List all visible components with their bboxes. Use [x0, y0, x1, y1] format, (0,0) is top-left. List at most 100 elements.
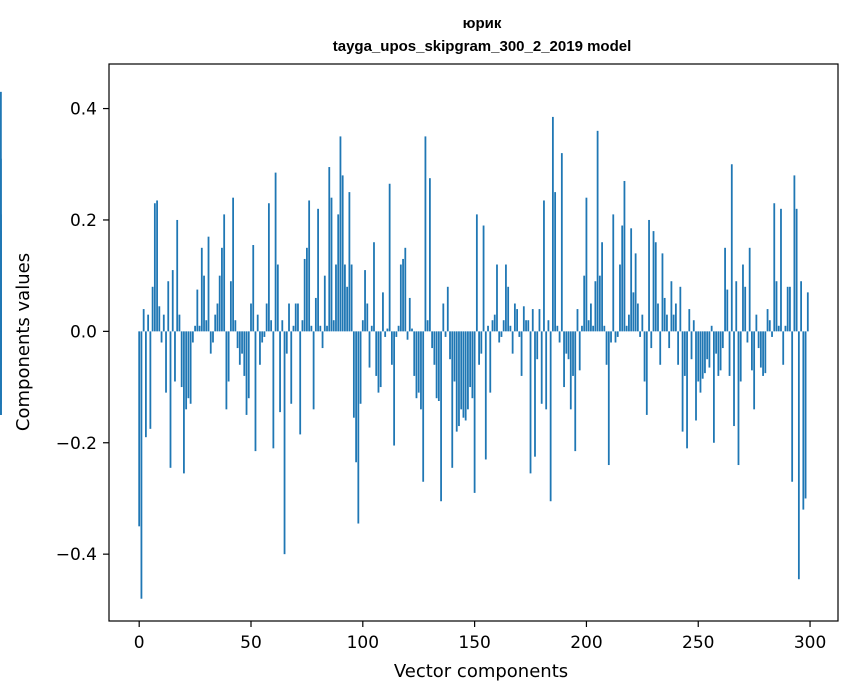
bar-220: [630, 228, 633, 332]
bar-59: [270, 320, 273, 332]
bar-224: [639, 331, 641, 337]
bar-168: [513, 303, 516, 332]
x-tick-label: 100: [347, 633, 379, 653]
bar-175: [529, 331, 532, 474]
bar-165: [507, 286, 510, 332]
bar-95: [350, 264, 353, 332]
bar-139: [449, 331, 451, 360]
bar-5: [149, 331, 152, 429]
bar-124: [415, 331, 418, 399]
x-tick-label: 200: [570, 633, 602, 653]
x-tick-label: 150: [458, 633, 490, 653]
bar-182: [545, 331, 548, 410]
bar-205: [596, 130, 599, 332]
bar-96: [352, 331, 355, 418]
bar-293: [793, 175, 796, 332]
bar-111: [386, 328, 389, 332]
bar-47: [243, 331, 246, 376]
bar-53: [256, 314, 259, 332]
bar-143: [458, 331, 460, 427]
x-axis-label: Vector components: [394, 661, 568, 682]
bar-197: [578, 331, 581, 371]
bar-294: [795, 208, 798, 332]
bar-192: [567, 331, 570, 360]
bar-91: [341, 175, 344, 332]
bar-263: [726, 289, 729, 332]
bar-287: [780, 208, 782, 332]
chart-title: юрик: [463, 15, 502, 32]
bar-55: [261, 331, 264, 343]
bar-235: [663, 297, 666, 332]
bar-229: [650, 331, 653, 349]
bar-2: [142, 309, 145, 332]
bar-200: [585, 197, 588, 332]
bar-212: [612, 214, 615, 332]
bar-48: [245, 331, 248, 415]
bar-225: [641, 314, 644, 332]
plot-frame: [108, 63, 839, 622]
bars-group: [0, 91, 809, 599]
bar-24: [191, 331, 194, 343]
bar-177: [534, 331, 536, 457]
bar-6: [151, 286, 154, 332]
bar-113: [390, 331, 393, 365]
bar-208: [603, 325, 606, 332]
bar-38: [223, 214, 226, 332]
bar-279: [762, 331, 764, 376]
bar-87: [332, 320, 335, 332]
y-tick-label: 0.0: [70, 322, 97, 342]
bar-191: [565, 331, 568, 354]
bar-20: [183, 331, 185, 474]
bar-236: [666, 314, 668, 332]
bar-4: [147, 314, 150, 332]
bar-286: [777, 325, 780, 332]
bar-281: [766, 309, 769, 332]
bar-3: [145, 331, 147, 438]
bar-116: [397, 325, 400, 332]
bar-249: [695, 331, 697, 421]
y-tick-label: −0.2: [56, 434, 97, 454]
bar-98: [357, 331, 360, 524]
bar-297: [802, 331, 805, 510]
bar-130: [429, 178, 431, 332]
bar-120: [406, 331, 409, 340]
x-tick-label: 50: [240, 633, 262, 653]
bar-189: [560, 153, 563, 332]
bar-undefined: [0, 297, 2, 332]
bar-131: [431, 331, 434, 349]
bar-161: [498, 331, 501, 343]
bar-23: [189, 331, 192, 404]
bar-252: [701, 331, 704, 379]
bar-undefined: [0, 331, 2, 404]
bar-39: [225, 331, 228, 410]
bar-84: [326, 325, 328, 332]
bar-167: [511, 331, 514, 354]
bar-228: [648, 219, 650, 332]
bar-79: [314, 297, 317, 332]
bar-291: [789, 286, 791, 332]
bar-282: [768, 320, 771, 332]
bar-119: [404, 247, 407, 332]
bar-164: [505, 264, 507, 332]
bar-274: [751, 331, 753, 371]
bar-158: [491, 320, 494, 332]
bar-257: [713, 331, 715, 443]
bar-94: [348, 192, 351, 332]
bar-123: [413, 331, 416, 376]
y-tick-label: 0.2: [70, 211, 97, 231]
bar-118: [402, 258, 404, 332]
bar-231: [654, 242, 657, 332]
bar-93: [346, 286, 349, 332]
bar-181: [543, 200, 545, 332]
bar-295: [797, 331, 800, 580]
bar-178: [536, 331, 539, 360]
bar-135: [440, 331, 442, 502]
bar-226: [643, 331, 646, 382]
bar-187: [556, 325, 559, 332]
bar-28: [200, 247, 203, 332]
bar-160: [496, 264, 498, 332]
bar-60: [272, 331, 275, 449]
bar-104: [370, 325, 373, 332]
bar-171: [520, 331, 523, 376]
bar-148: [469, 331, 472, 388]
